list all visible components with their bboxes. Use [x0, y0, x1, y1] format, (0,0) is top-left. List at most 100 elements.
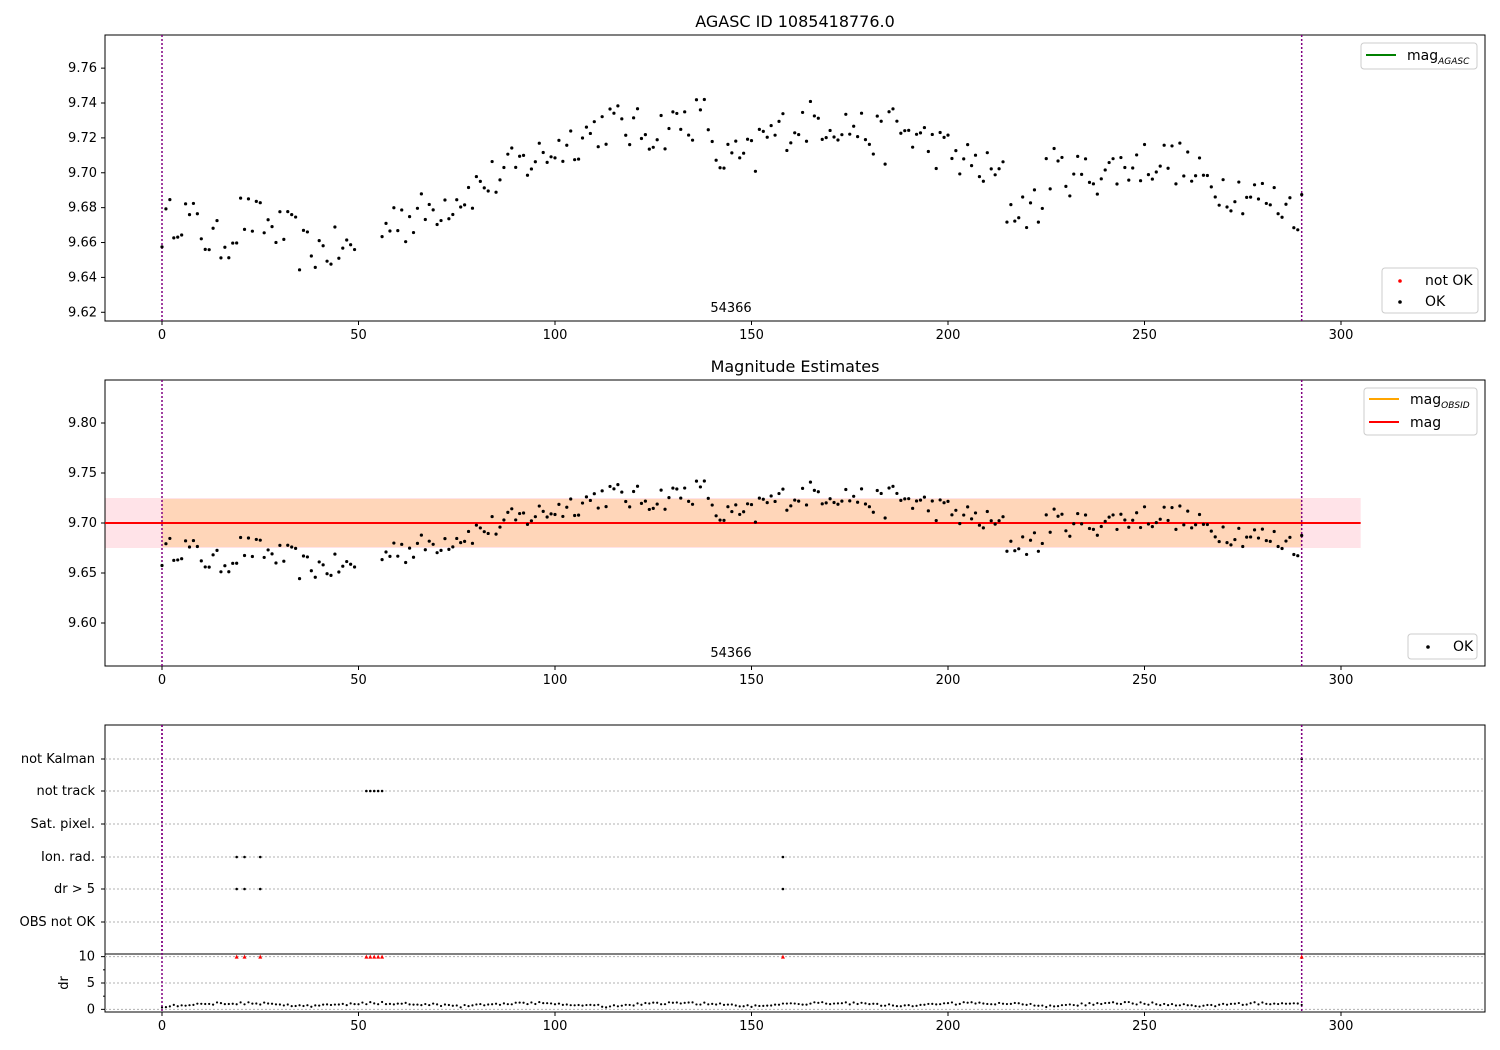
dr-point [1174, 1004, 1178, 1007]
data-point [1119, 155, 1123, 160]
data-point [1245, 535, 1249, 539]
data-point [325, 259, 329, 263]
data-point [1190, 526, 1194, 530]
dr-outlier-marker [234, 954, 239, 959]
data-point [922, 125, 927, 130]
legend-box [1381, 267, 1479, 314]
dr-point [337, 1003, 340, 1006]
dr-outlier-marker [372, 954, 377, 959]
data-point [718, 518, 722, 522]
x-tick-label: 150 [739, 1019, 764, 1034]
data-point [659, 488, 663, 492]
data-point [789, 141, 793, 145]
data-point [922, 495, 927, 499]
data-point [844, 112, 848, 116]
dr-point [1088, 1002, 1091, 1005]
data-point [1280, 215, 1284, 219]
data-point [478, 526, 482, 530]
dr-outlier-marker [1299, 954, 1304, 959]
data-point [341, 246, 345, 250]
data-point [757, 127, 761, 131]
data-point [588, 498, 592, 503]
dr-outlier-marker [380, 954, 385, 959]
dr-point [817, 1001, 820, 1004]
dr-point [907, 1004, 910, 1007]
dr-point [766, 1004, 769, 1007]
data-point [1017, 216, 1021, 220]
data-point [600, 489, 604, 493]
data-point [309, 569, 313, 573]
data-point [753, 520, 758, 524]
data-point [950, 513, 954, 517]
data-point [541, 150, 545, 155]
data-point [663, 507, 667, 511]
data-point [604, 142, 608, 146]
dr-point [530, 1001, 533, 1004]
data-point [698, 108, 703, 112]
flag-category-label: OBS not OK [20, 915, 96, 930]
dr-point [923, 1003, 926, 1006]
data-point [738, 512, 742, 517]
dr-point [365, 1003, 368, 1006]
data-point [848, 132, 852, 136]
dr-point [884, 1004, 887, 1007]
data-point [423, 548, 427, 552]
data-point [431, 208, 435, 212]
dr-point [726, 1003, 730, 1006]
data-point [211, 553, 215, 557]
y-tick-label: 9.74 [68, 96, 97, 111]
data-point [498, 178, 502, 182]
dr-point [314, 1004, 317, 1007]
dr-point [561, 1003, 564, 1007]
data-point [612, 487, 616, 491]
data-point [1048, 530, 1052, 534]
data-point [282, 559, 286, 563]
dr-point [825, 1002, 828, 1005]
data-point [1103, 168, 1107, 172]
data-point [1032, 188, 1037, 192]
data-point [946, 133, 950, 137]
data-point [635, 107, 640, 111]
dr-point [188, 1004, 191, 1007]
dr-point [1045, 1005, 1048, 1009]
data-point [521, 153, 526, 157]
data-point [1056, 514, 1060, 518]
data-point [352, 565, 357, 569]
x-tick-label: 300 [1329, 328, 1354, 343]
data-point [297, 577, 302, 581]
data-point [1252, 528, 1257, 532]
dr-point [443, 1003, 447, 1006]
dr-point [546, 1002, 549, 1005]
data-point [1111, 513, 1115, 517]
x-tick-label: 200 [936, 1019, 961, 1034]
dr-point [715, 1003, 718, 1006]
data-point [690, 502, 695, 506]
dr-point [1147, 1003, 1150, 1006]
dr-point [644, 1001, 647, 1005]
dr-axis-label: dr [57, 976, 72, 990]
data-point [282, 237, 286, 241]
data-point [718, 166, 722, 170]
data-point [918, 498, 923, 502]
dr-point [620, 1004, 623, 1007]
dr-point [821, 1001, 824, 1004]
dr-point [1131, 1002, 1134, 1005]
dr-point [903, 1004, 906, 1007]
data-point [1146, 522, 1151, 526]
data-point [828, 128, 832, 133]
data-point [183, 539, 188, 543]
data-point [808, 480, 813, 484]
data-point [899, 131, 903, 135]
data-point [565, 143, 569, 147]
dr-point [942, 1002, 946, 1005]
dr-point [479, 1002, 482, 1006]
data-point [1241, 544, 1245, 549]
dr-outlier-marker [376, 954, 381, 959]
data-point [223, 245, 227, 249]
data-point [608, 484, 612, 489]
dr-point [986, 1002, 989, 1006]
data-point [321, 244, 325, 248]
dr-point [471, 1004, 474, 1007]
dr-point [722, 1003, 726, 1006]
data-point [745, 137, 750, 141]
